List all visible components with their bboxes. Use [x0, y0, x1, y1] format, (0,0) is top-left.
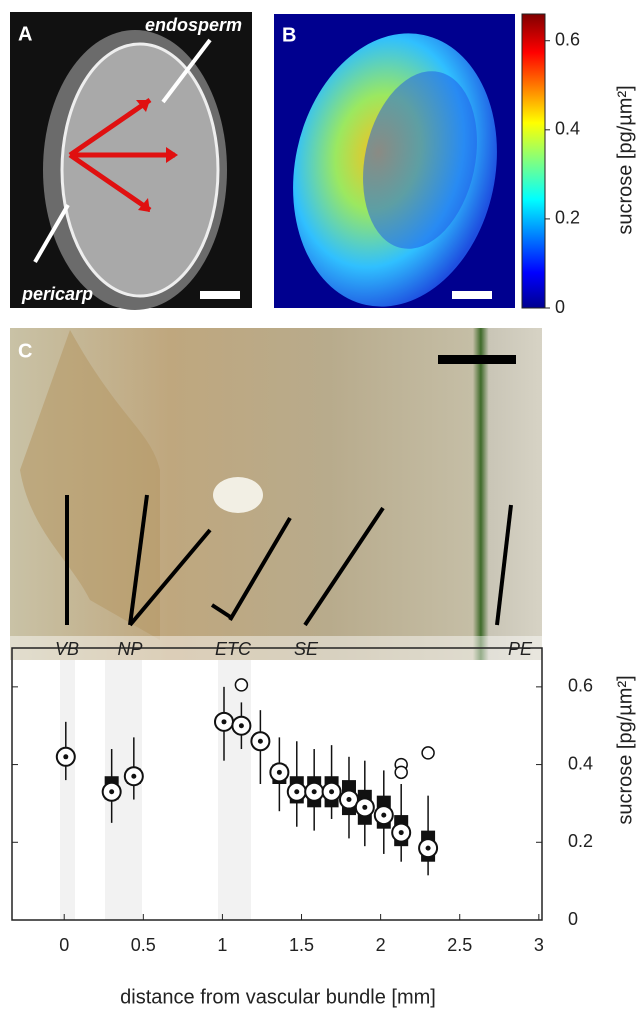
- x-axis-title: distance from vascular bundle [mm]: [120, 986, 436, 1008]
- y-tick-label: 0: [568, 909, 578, 929]
- median-dot: [426, 846, 431, 851]
- scale-bar: [452, 291, 492, 299]
- colorbar-tick-label: 0.4: [555, 119, 580, 139]
- cavity: [213, 477, 263, 513]
- figure: A endosperm pericarp B sucrose [pg/µm²] …: [0, 0, 640, 1010]
- x-tick-label: 3: [534, 935, 544, 955]
- median-dot: [109, 789, 114, 794]
- box-chart: sucrose [pg/µm²] distance from vascular …: [12, 648, 636, 1008]
- colorbar-tick-label: 0.2: [555, 208, 580, 228]
- outlier: [395, 766, 407, 778]
- x-tick-label: 1.5: [289, 935, 314, 955]
- colorbar: [522, 14, 545, 308]
- median-dot: [63, 754, 68, 759]
- median-dot: [277, 770, 282, 775]
- y-tick-label: 0.6: [568, 676, 593, 696]
- outlier: [422, 747, 434, 759]
- x-tick-label: 1: [217, 935, 227, 955]
- scale-bar: [438, 355, 516, 364]
- colorbar-label: sucrose [pg/µm²]: [614, 85, 636, 234]
- median-dot: [381, 813, 386, 818]
- panel-b: B sucrose [pg/µm²]: [268, 14, 636, 326]
- median-dot: [222, 719, 227, 724]
- median-dot: [399, 830, 404, 835]
- region-band: [218, 660, 251, 920]
- image-label: pericarp: [21, 284, 93, 304]
- panel-label: C: [18, 340, 32, 362]
- outlier: [235, 679, 247, 691]
- y-tick-label: 0.4: [568, 753, 593, 773]
- x-tick-label: 0: [59, 935, 69, 955]
- y-axis-title: sucrose [pg/µm²]: [614, 675, 636, 824]
- panel-c: C VB NP ETC SE PE: [10, 328, 542, 660]
- figure-canvas: A endosperm pericarp B sucrose [pg/µm²] …: [0, 0, 640, 1010]
- median-dot: [362, 805, 367, 810]
- median-dot: [346, 797, 351, 802]
- x-tick-label: 2.5: [447, 935, 472, 955]
- median-dot: [258, 739, 263, 744]
- median-dot: [312, 789, 317, 794]
- median-dot: [294, 789, 299, 794]
- panel-label: A: [18, 23, 32, 45]
- y-tick-label: 0.2: [568, 831, 593, 851]
- x-tick-label: 2: [376, 935, 386, 955]
- colorbar-tick-label: 0.6: [555, 29, 580, 49]
- endosperm-region: [62, 44, 218, 296]
- colorbar-tick-label: 0: [555, 297, 565, 317]
- x-tick-label: 0.5: [131, 935, 156, 955]
- median-dot: [239, 723, 244, 728]
- image-label: endosperm: [145, 15, 242, 35]
- panel-label: B: [282, 24, 296, 46]
- scale-bar: [200, 291, 240, 299]
- median-dot: [131, 774, 136, 779]
- panel-a: A endosperm pericarp: [10, 12, 252, 310]
- region-band: [60, 660, 75, 920]
- median-dot: [329, 789, 334, 794]
